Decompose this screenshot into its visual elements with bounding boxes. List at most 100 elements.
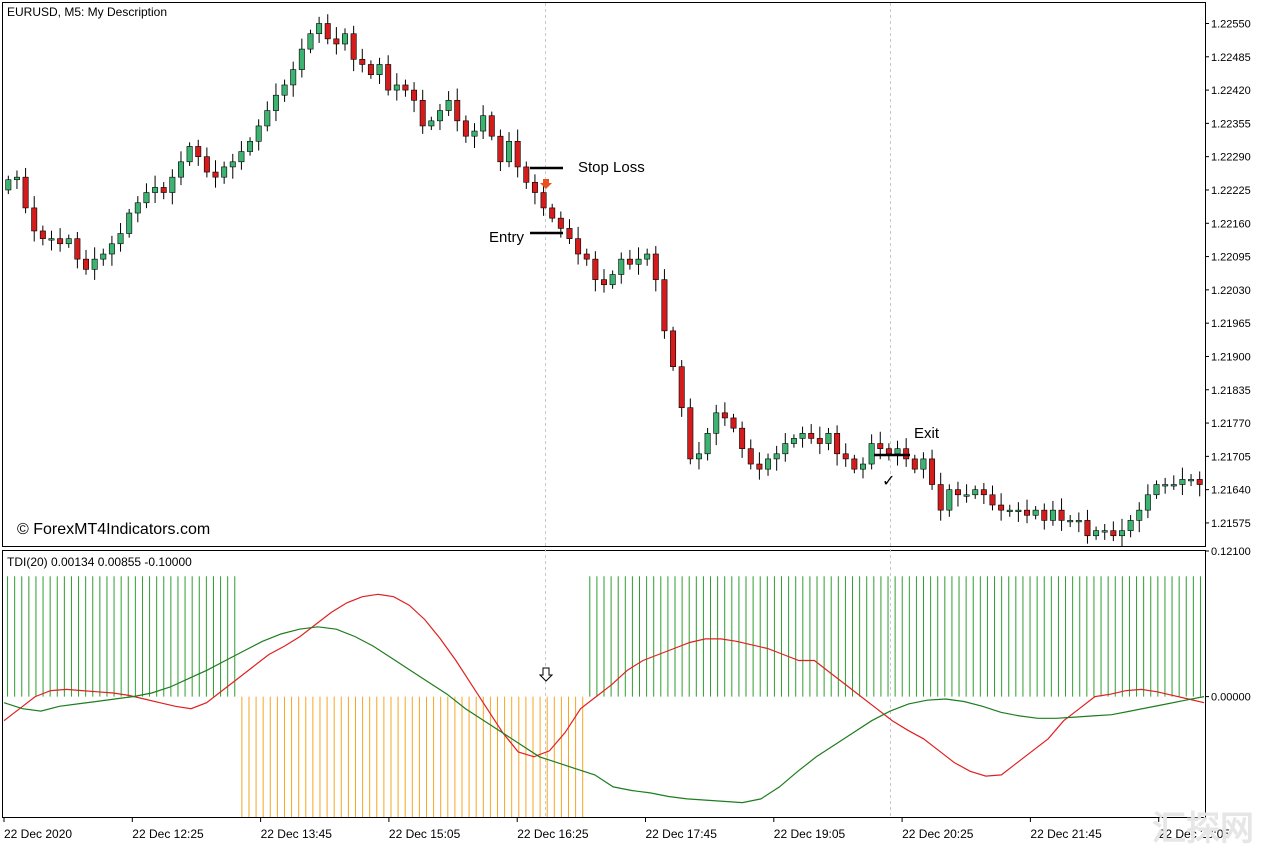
- price-tick-label: 1.21575: [1211, 518, 1251, 530]
- bear-candle: [670, 330, 677, 368]
- bull-candle: [1162, 484, 1169, 487]
- bull-candle: [178, 161, 184, 178]
- chart-title: EURUSD, M5: My Description: [7, 5, 167, 19]
- sell-arrow-icon: [540, 179, 552, 189]
- bull-candle: [471, 130, 478, 137]
- price-tick-label: 1.22550: [1211, 18, 1251, 30]
- price-tick-label: 1.22160: [1211, 218, 1251, 230]
- bear-candle: [557, 217, 564, 229]
- bull-candle: [704, 433, 711, 455]
- bear-candle: [929, 458, 936, 485]
- bull-candle: [65, 238, 72, 245]
- bull-candle: [713, 412, 720, 434]
- bull-candle: [695, 453, 702, 460]
- bull-candle: [238, 151, 245, 163]
- tdi-green-line: [3, 626, 1205, 804]
- bull-candle: [393, 84, 400, 91]
- bull-candle: [428, 120, 435, 127]
- bull-candle: [1127, 520, 1134, 531]
- candlestick-series: [5, 14, 1203, 547]
- bull-candle: [480, 115, 487, 132]
- bull-candle: [126, 212, 133, 234]
- bear-candle: [74, 238, 81, 260]
- bear-candle: [911, 458, 918, 470]
- bull-candle: [946, 489, 953, 511]
- bull-candle: [799, 433, 806, 439]
- bull-candle: [1119, 530, 1125, 537]
- bull-candle: [782, 443, 789, 455]
- bear-candle: [488, 115, 495, 137]
- indicator-title: TDI(20) 0.00134 0.00855 -0.10000: [7, 555, 192, 569]
- bear-candle: [816, 438, 823, 444]
- bear-candle: [160, 187, 167, 193]
- bull-candle: [1188, 479, 1195, 482]
- price-tick-label: 1.21835: [1211, 385, 1251, 397]
- bear-candle: [350, 33, 357, 60]
- bull-candle: [972, 489, 979, 496]
- bear-candle: [531, 181, 538, 193]
- price-tick-label: 1.21900: [1211, 351, 1251, 363]
- tdi-down-arrow-icon: [538, 667, 554, 682]
- price-tick-label: 1.22420: [1211, 85, 1251, 97]
- bear-candle: [756, 463, 763, 470]
- bull-candle: [765, 458, 772, 470]
- bear-candle: [367, 64, 374, 76]
- check-mark-icon: ✓: [882, 473, 895, 490]
- bear-candle: [687, 407, 694, 460]
- bear-candle: [212, 171, 219, 178]
- bear-candle: [83, 258, 89, 270]
- bull-candle: [1170, 484, 1177, 487]
- price-tick-label: 1.22290: [1211, 152, 1251, 164]
- bull-candle: [644, 253, 651, 260]
- bear-candle: [523, 166, 530, 183]
- bull-candle: [1067, 520, 1074, 523]
- bull-candle: [790, 438, 797, 444]
- time-tick-label: 22 Dec 17:45: [646, 827, 718, 841]
- bull-candle: [316, 23, 323, 35]
- bear-candle: [57, 238, 64, 245]
- bull-candle: [143, 192, 150, 204]
- bull-candle: [868, 443, 875, 465]
- bear-candle: [324, 23, 331, 40]
- bear-candle: [678, 366, 685, 408]
- bear-candle: [549, 207, 556, 219]
- bull-candle: [860, 463, 866, 470]
- bear-candle: [721, 412, 728, 419]
- bear-candle: [739, 427, 746, 449]
- bull-candle: [13, 176, 20, 181]
- bear-candle: [1041, 509, 1048, 521]
- bull-candle: [134, 202, 141, 214]
- bear-candle: [195, 146, 202, 157]
- watermark: © ForexMT4Indicators.com: [17, 521, 210, 538]
- indicator-axis: 0.12100 0.00000: [1205, 546, 1251, 704]
- bull-candle: [1032, 509, 1039, 516]
- bull-candle: [445, 100, 452, 111]
- bull-candle: [1049, 509, 1056, 521]
- bear-candle: [514, 141, 521, 168]
- bear-candle: [989, 494, 996, 506]
- bull-candle: [342, 33, 348, 45]
- bear-candle: [462, 120, 469, 137]
- entry-label: Entry: [489, 229, 525, 246]
- bear-candle: [497, 135, 504, 163]
- bull-candle: [920, 458, 927, 470]
- bear-candle: [411, 89, 418, 101]
- bull-candle: [281, 84, 288, 96]
- bear-candle: [333, 38, 340, 45]
- price-tick-label: 1.22030: [1211, 285, 1251, 297]
- bear-candle: [877, 443, 884, 449]
- bull-candle: [376, 64, 383, 76]
- bear-candle: [1084, 520, 1091, 537]
- price-axis: 1.22550 1.22485 1.22420 1.22355 1.22290 1.222…: [1205, 18, 1251, 530]
- bear-candle: [652, 253, 659, 280]
- bull-candle: [1136, 509, 1143, 521]
- bear-candle: [592, 258, 599, 280]
- bear-candle: [937, 484, 944, 511]
- bear-candle: [419, 100, 426, 127]
- time-tick-label: 22 Dec 20:25: [902, 827, 974, 841]
- bear-candle: [203, 156, 210, 173]
- bull-candle: [91, 258, 98, 270]
- price-tick-label: 1.21965: [1211, 318, 1251, 330]
- bull-candle: [264, 110, 271, 127]
